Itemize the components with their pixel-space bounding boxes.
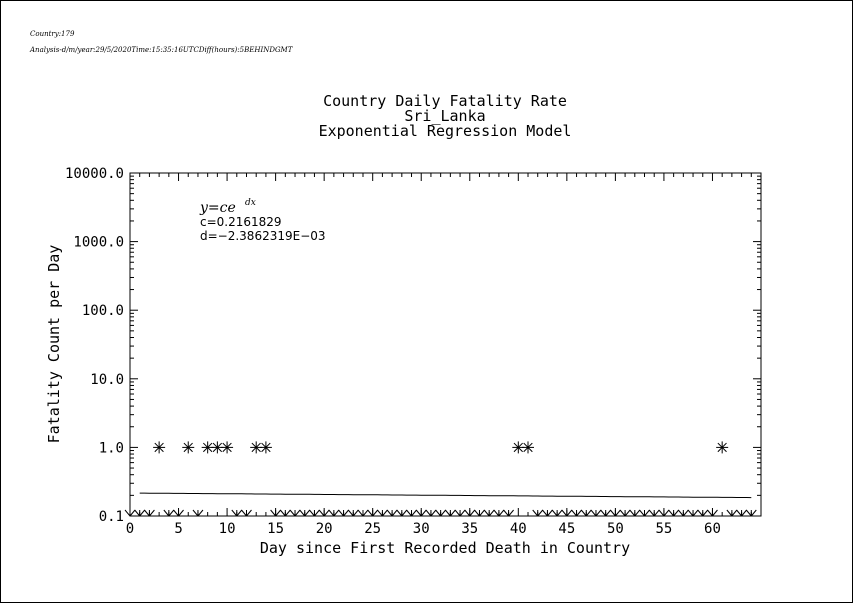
data-points [153, 441, 729, 454]
plot-frame [129, 172, 762, 517]
x-tick-label: 25 [364, 521, 381, 537]
zero-marker [707, 509, 718, 517]
zero-marker [697, 509, 709, 517]
zero-marker [377, 509, 388, 517]
regression-curve [139, 492, 752, 499]
zero-marker [357, 509, 369, 517]
y-tick-label: 1.0 [99, 440, 124, 456]
y-axis-ticks: 0.1 1.0 10.0 100.0 1000.0 10000.0 [65, 166, 761, 525]
y-axis-label: Fatality Count per Day [45, 245, 63, 444]
zero-marker [454, 509, 466, 517]
zero-marker [309, 509, 320, 517]
chart-title-line-3: Exponential Regression Model [319, 122, 572, 140]
zero-marker [726, 509, 738, 517]
zero-marker [406, 509, 417, 517]
x-axis-label: Day since First Recorded Death in Countr… [260, 539, 630, 557]
zero-marker [231, 509, 243, 517]
data-point [153, 441, 166, 454]
x-tick-label: 5 [174, 521, 182, 537]
zero-marker [347, 509, 359, 517]
analysis-timestamp-label: Analysis-d/m/year:29/5/2020Time:15:35:16… [30, 46, 293, 54]
zero-marker [367, 509, 379, 517]
data-point [182, 441, 195, 454]
zero-marker [736, 509, 747, 517]
equation-exponent: dx [245, 198, 256, 208]
x-tick-label: 45 [558, 521, 575, 537]
chart-title-line-2: Sri_Lanka [404, 107, 485, 125]
zero-marker [532, 509, 544, 517]
zero-marker [493, 509, 505, 517]
param-d-text: d=−2.3862319E−03 [200, 229, 326, 243]
zero-marker [124, 509, 136, 517]
zero-marker [503, 509, 514, 517]
y-tick-label: 10.0 [90, 372, 124, 388]
y-tick-label: 10000.0 [65, 166, 124, 182]
regression-equation: y=ce dx c=0.2161829 d=−2.3862319E−03 [199, 198, 326, 243]
regression-line [139, 492, 752, 499]
country-id-label: Country:179 [30, 30, 75, 38]
data-point [221, 441, 234, 454]
zero-marker [270, 509, 281, 517]
zero-marker [687, 509, 699, 517]
x-tick-label: 15 [267, 521, 284, 537]
zero-marker [483, 509, 495, 517]
equation-text: y=ce [199, 200, 236, 216]
zero-marker [192, 509, 204, 517]
zero-marker [415, 509, 427, 517]
zero-marker [241, 509, 252, 517]
y-tick-label: 1000.0 [73, 235, 124, 251]
zero-marker [648, 509, 660, 517]
zero-marker [328, 509, 340, 517]
y-tick-label: 0.1 [99, 509, 124, 525]
x-tick-label: 60 [704, 521, 721, 537]
zero-marker [639, 509, 650, 517]
zero-marker [464, 509, 476, 517]
zero-marker [542, 509, 553, 517]
param-c-text: c=0.2161829 [200, 215, 282, 229]
zero-marker [289, 509, 301, 517]
zero-marker [571, 509, 582, 517]
zero-marker [396, 509, 408, 517]
data-point [716, 441, 729, 454]
x-tick-label: 50 [607, 521, 624, 537]
x-tick-label: 30 [413, 521, 430, 537]
zero-marker [658, 509, 670, 517]
zero-marker [610, 509, 621, 517]
data-point [259, 441, 272, 454]
zero-marker [600, 509, 612, 517]
zero-marker [580, 509, 592, 517]
zero-marker [551, 509, 563, 517]
zero-marker [745, 509, 757, 517]
zero-marker [386, 509, 398, 517]
zero-count-markers [124, 509, 757, 517]
zero-marker [619, 509, 631, 517]
zero-marker [144, 509, 155, 517]
zero-marker [629, 509, 641, 517]
chart-title-line-1: Country Daily Fatality Rate [323, 92, 567, 110]
zero-marker [668, 509, 680, 517]
x-tick-label: 55 [655, 521, 672, 537]
x-tick-label: 0 [126, 521, 134, 537]
zero-marker [425, 509, 437, 517]
zero-marker [474, 509, 485, 517]
zero-marker [677, 509, 689, 517]
zero-marker [163, 509, 175, 517]
x-tick-label: 20 [316, 521, 333, 537]
zero-marker [299, 509, 311, 517]
data-point [522, 441, 535, 454]
x-tick-label: 10 [219, 521, 236, 537]
x-tick-label: 40 [510, 521, 527, 537]
zero-marker [590, 509, 602, 517]
zero-marker [444, 509, 456, 517]
zero-marker [561, 509, 573, 517]
zero-marker [134, 509, 146, 517]
zero-marker [318, 509, 330, 517]
x-tick-label: 35 [461, 521, 478, 537]
y-tick-label: 100.0 [82, 303, 124, 319]
zero-marker [279, 509, 291, 517]
zero-marker [173, 509, 184, 517]
zero-marker [338, 509, 349, 517]
zero-marker [435, 509, 447, 517]
